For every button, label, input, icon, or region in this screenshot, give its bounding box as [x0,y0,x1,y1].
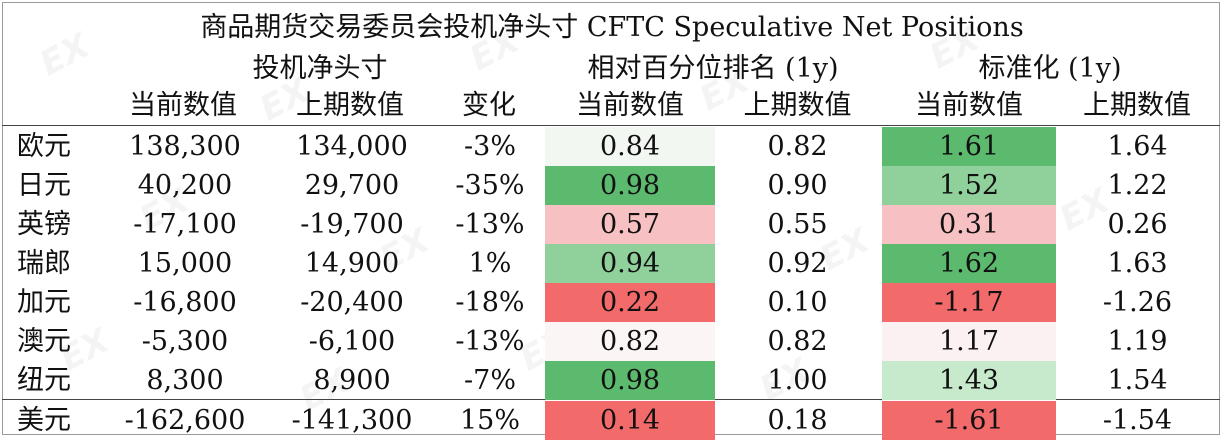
standardized-previous-value: -1.54 [1102,405,1173,436]
table-row: 澳元 -5,300 -6,100 -13% 0.82 0.82 1.17 1.19 [3,322,1219,361]
standardized-current-value: -1.61 [882,401,1056,440]
group-header-percentile: 相对百分位排名 (1y) [587,53,839,84]
table-row: 加元 -16,800 -20,400 -18% 0.22 0.10 -1.17 -1.26 [3,283,1219,322]
table-row: 瑞郎 15,000 14,900 1% 0.94 0.92 1.62 1.63 [3,244,1219,283]
table-title: 商品期货交易委员会投机净头寸 CFTC Speculative Net Posi… [200,12,1024,43]
net-current-value: 8,300 [146,365,224,396]
standardized-previous-value: 1.19 [1107,326,1168,357]
col-header-current: 当前数值 [129,90,237,121]
currency-name: 日元 [17,170,71,201]
group-header-net-positions: 投机净头寸 [252,53,388,84]
percentile-previous-value: 0.10 [767,287,828,318]
percentile-current-value: 0.14 [545,401,715,440]
percentile-previous-value: 0.82 [767,326,828,357]
change-value: 1% [468,248,512,279]
table-row: 英镑 -17,100 -19,700 -13% 0.57 0.55 0.31 0.26 [3,205,1219,244]
percentile-previous-value: 0.82 [767,131,828,162]
table-row: 日元 40,200 29,700 -35% 0.98 0.90 1.52 1.22 [3,166,1219,205]
standardized-current-value: 0.31 [882,205,1056,244]
col-header-previous: 上期数值 [296,90,404,121]
standardized-previous-value: 1.64 [1107,131,1168,162]
net-previous-value: -20,400 [300,287,404,318]
standardized-current-value: 1.43 [882,361,1056,400]
col-header-std-previous: 上期数值 [1083,90,1191,121]
table-row: 美元 -162,600 -141,300 15% 0.14 0.18 -1.61 -1.54 [3,401,1219,440]
net-previous-value: -6,100 [308,326,396,357]
currency-name: 英镑 [17,209,71,240]
net-previous-value: 29,700 [304,170,400,201]
net-previous-value: 134,000 [296,131,408,162]
percentile-previous-value: 0.18 [767,405,828,436]
standardized-current-value: 1.17 [882,322,1056,361]
col-header-std-current: 当前数值 [915,90,1023,121]
currency-name: 瑞郎 [17,248,71,279]
currency-name: 美元 [17,405,71,436]
net-current-value: -162,600 [124,405,246,436]
percentile-previous-value: 0.92 [767,248,828,279]
net-current-value: 138,300 [129,131,241,162]
col-header-change: 变化 [462,90,516,121]
change-value: -13% [455,209,525,240]
percentile-current-value: 0.84 [545,127,715,166]
change-value: -35% [455,170,525,201]
percentile-current-value: 0.82 [545,322,715,361]
percentile-previous-value: 0.55 [767,209,828,240]
change-value: -3% [464,131,516,162]
standardized-current-value: -1.17 [882,283,1056,322]
net-previous-value: 14,900 [304,248,400,279]
standardized-previous-value: 1.54 [1107,365,1168,396]
change-value: -18% [455,287,525,318]
percentile-current-value: 0.22 [545,283,715,322]
standardized-previous-value: 1.63 [1107,248,1168,279]
percentile-current-value: 0.98 [545,166,715,205]
net-previous-value: 8,900 [313,365,391,396]
table-row: 欧元 138,300 134,000 -3% 0.84 0.82 1.61 1.64 [3,127,1219,166]
standardized-current-value: 1.52 [882,166,1056,205]
net-previous-value: -19,700 [300,209,404,240]
standardized-previous-value: 0.26 [1107,209,1168,240]
standardized-previous-value: -1.26 [1102,287,1173,318]
change-value: -13% [455,326,525,357]
net-current-value: -5,300 [141,326,229,357]
net-current-value: 40,200 [137,170,233,201]
net-current-value: -16,800 [133,287,237,318]
header-divider [2,125,1220,126]
standardized-current-value: 1.62 [882,244,1056,283]
change-value: -7% [464,365,516,396]
col-header-pct-current: 当前数值 [576,90,684,121]
currency-name: 加元 [17,287,71,318]
percentile-current-value: 0.98 [545,361,715,400]
table-row: 纽元 8,300 8,900 -7% 0.98 1.00 1.43 1.54 [3,361,1219,400]
percentile-current-value: 0.57 [545,205,715,244]
col-header-pct-previous: 上期数值 [743,90,852,121]
currency-name: 欧元 [17,131,71,162]
net-current-value: 15,000 [137,248,233,279]
percentile-previous-value: 1.00 [767,365,828,396]
change-value: 15% [459,405,520,436]
standardized-previous-value: 1.22 [1107,170,1168,201]
percentile-previous-value: 0.90 [767,170,828,201]
standardized-current-value: 1.61 [882,127,1056,166]
currency-name: 纽元 [17,365,71,396]
net-current-value: -17,100 [133,209,237,240]
currency-name: 澳元 [17,326,71,357]
net-previous-value: -141,300 [291,405,413,436]
percentile-current-value: 0.94 [545,244,715,283]
group-header-standardized: 标准化 (1y) [978,53,1122,84]
